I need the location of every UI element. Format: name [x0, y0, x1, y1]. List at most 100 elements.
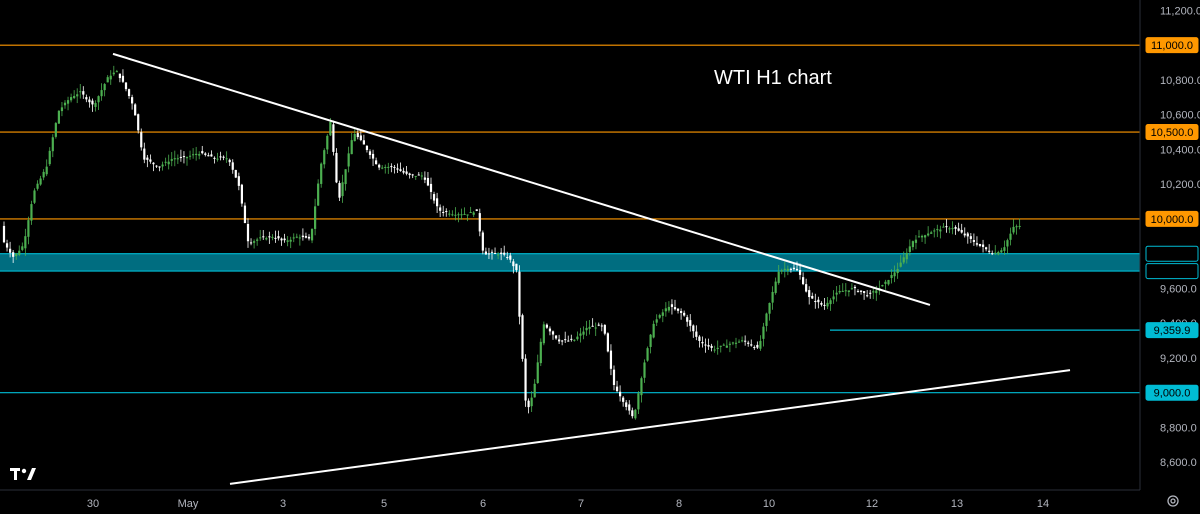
- price-levels-layer: [0, 44, 1140, 394]
- candle-body: [670, 304, 674, 307]
- candle-body: [939, 229, 942, 232]
- candle-body: [335, 152, 338, 183]
- candle-body: [765, 313, 768, 326]
- candle-body: [597, 324, 600, 326]
- candle-body: [558, 339, 561, 342]
- candle-body: [146, 157, 149, 160]
- candle-body: [780, 270, 783, 272]
- candle-body: [100, 90, 103, 97]
- time-tick-label: 13: [951, 498, 963, 510]
- candle-body: [42, 171, 45, 178]
- candle-body: [79, 91, 82, 93]
- candle-body: [283, 238, 286, 241]
- candle-body: [542, 324, 545, 344]
- candle-body: [609, 350, 613, 369]
- candle-body: [478, 213, 481, 232]
- candle-body: [240, 184, 243, 204]
- candle-body: [786, 268, 789, 271]
- candle-body: [518, 271, 521, 317]
- candle-body: [246, 223, 250, 242]
- candle-body: [905, 252, 908, 260]
- candle-body: [347, 153, 350, 167]
- candle-body: [524, 358, 527, 401]
- candle-body: [847, 290, 850, 292]
- candle-body: [106, 77, 109, 83]
- price-tag-label: 10,000.0: [1151, 214, 1194, 226]
- candle-body: [875, 290, 878, 294]
- candle-body: [869, 292, 872, 294]
- candle-body: [115, 71, 118, 73]
- candle-body: [33, 190, 36, 203]
- candle-body: [908, 246, 911, 252]
- time-axis[interactable]: 30 May 3 5 6 7 8 10 12 13 14: [87, 498, 1049, 510]
- candle-body: [991, 253, 994, 255]
- candle-body: [805, 284, 808, 292]
- time-tick-label: 30: [87, 498, 99, 510]
- candle-body: [927, 233, 930, 236]
- candle-body: [167, 161, 170, 165]
- candle-body: [1018, 225, 1021, 227]
- candle-body: [798, 270, 802, 275]
- candle-body: [826, 302, 829, 307]
- tradingview-logo-icon[interactable]: [10, 466, 40, 484]
- candle-body: [460, 214, 463, 216]
- candle-body: [1015, 226, 1018, 228]
- candle-body: [573, 339, 576, 341]
- gear-icon[interactable]: [1166, 494, 1180, 508]
- candle-body: [588, 326, 591, 329]
- candle-body: [45, 166, 48, 175]
- candle-body: [728, 343, 731, 345]
- candle-body: [582, 331, 585, 335]
- candle-body: [402, 170, 405, 173]
- candle-body: [814, 300, 817, 302]
- candle-body: [451, 214, 454, 216]
- candle-body: [274, 237, 277, 239]
- candle-body: [930, 232, 933, 234]
- candle-body: [487, 253, 491, 255]
- price-axis[interactable]: 11,200.0 10,800.0 10,600.0 10,400.0 10,200.0…: [1160, 5, 1200, 469]
- candle-body: [304, 236, 308, 238]
- candle-body: [890, 275, 893, 279]
- candle-body: [832, 296, 835, 300]
- candle-body: [924, 235, 927, 238]
- time-tick-label: 14: [1037, 498, 1049, 510]
- candle-body: [454, 214, 457, 216]
- price-tick-label: 8,600.0: [1160, 457, 1197, 469]
- candle-body: [396, 168, 399, 170]
- candle-body: [222, 156, 225, 158]
- candle-body: [859, 290, 863, 292]
- trendlines-layer: [112, 52, 1071, 485]
- price-tag-label: 10,500.0: [1151, 127, 1194, 139]
- candle-body: [933, 230, 936, 232]
- candle-body: [417, 174, 420, 176]
- candle-body: [612, 369, 616, 385]
- candle-body: [777, 271, 780, 283]
- candle-body: [405, 171, 408, 174]
- candle-body: [1012, 226, 1015, 233]
- candle-body: [60, 107, 64, 112]
- candle-body: [978, 243, 982, 246]
- candle-body: [737, 341, 741, 343]
- candle-body: [198, 154, 201, 156]
- support-zone: [0, 253, 1140, 272]
- candle-body: [375, 160, 378, 165]
- candle-body: [268, 236, 271, 238]
- candle-body: [600, 325, 603, 327]
- trendline-descending: [112, 52, 931, 306]
- candle-body: [972, 240, 975, 242]
- candle-body: [9, 248, 12, 253]
- candle-body: [36, 183, 39, 189]
- candle-body: [808, 290, 811, 298]
- candle-body: [948, 228, 951, 230]
- candle-body: [512, 261, 515, 267]
- candle-body: [945, 226, 948, 228]
- candle-body: [161, 164, 164, 167]
- candle-body: [951, 228, 954, 230]
- candle-body: [969, 236, 972, 239]
- candle-body: [371, 153, 375, 159]
- candle-body: [332, 124, 335, 152]
- candle-body: [91, 100, 94, 105]
- candle-body: [792, 267, 796, 270]
- candle-body: [844, 290, 847, 292]
